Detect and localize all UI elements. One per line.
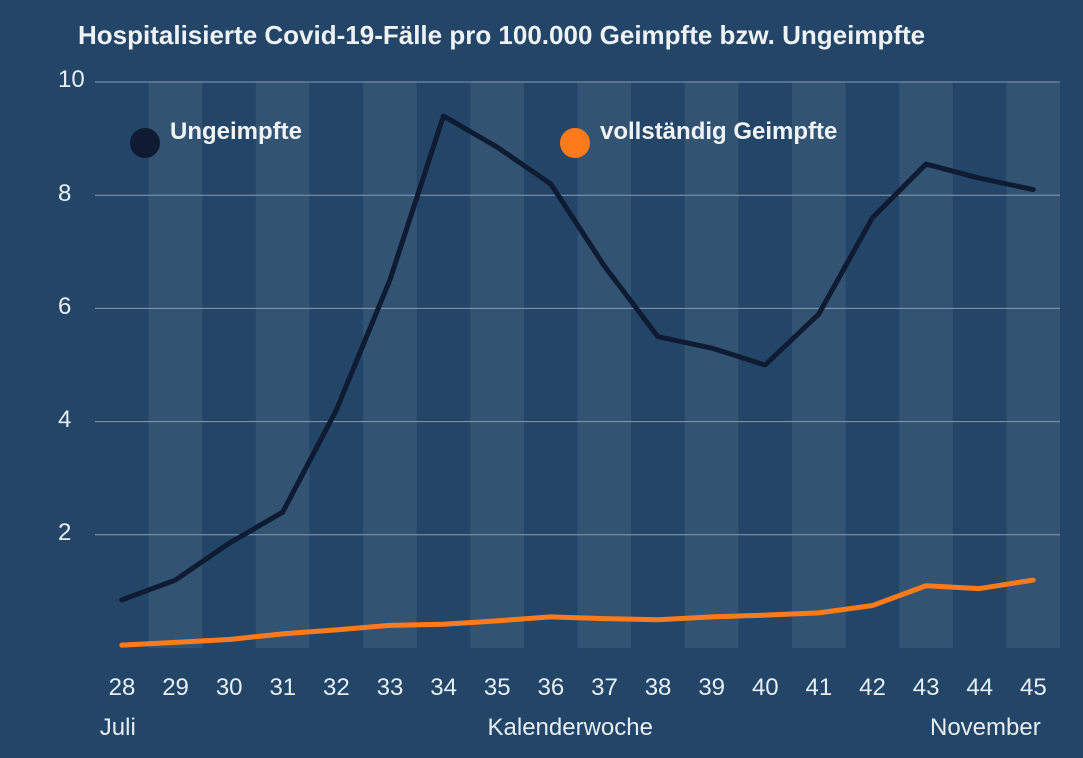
- x-tick-label: 30: [216, 674, 243, 702]
- chart-svg: [0, 0, 1083, 758]
- x-tick-label: 39: [698, 674, 725, 702]
- legend-label: Ungeimpfte: [170, 118, 302, 146]
- y-tick-label: 2: [58, 519, 71, 547]
- x-sub-right: November: [930, 714, 1041, 742]
- x-band: [470, 82, 524, 648]
- x-band: [524, 82, 578, 648]
- legend-swatch: [560, 128, 590, 158]
- x-band: [95, 82, 149, 648]
- x-band: [578, 82, 632, 648]
- x-band: [256, 82, 310, 648]
- x-tick-label: 36: [537, 674, 564, 702]
- x-band: [1006, 82, 1060, 648]
- x-tick-label: 33: [377, 674, 404, 702]
- x-sub-left: Juli: [100, 714, 136, 742]
- y-tick-label: 10: [58, 66, 85, 94]
- x-tick-label: 28: [109, 674, 136, 702]
- x-tick-label: 35: [484, 674, 511, 702]
- x-tick-label: 40: [752, 674, 779, 702]
- x-band: [363, 82, 417, 648]
- x-tick-label: 44: [966, 674, 993, 702]
- legend-label: vollständig Geimpfte: [600, 118, 837, 146]
- y-tick-label: 4: [58, 406, 71, 434]
- x-tick-label: 31: [269, 674, 296, 702]
- x-tick-label: 45: [1020, 674, 1047, 702]
- x-band: [202, 82, 256, 648]
- x-tick-label: 34: [430, 674, 457, 702]
- x-band: [846, 82, 900, 648]
- x-band: [953, 82, 1007, 648]
- x-band: [631, 82, 685, 648]
- x-band: [792, 82, 846, 648]
- y-tick-label: 6: [58, 293, 71, 321]
- x-tick-label: 37: [591, 674, 618, 702]
- x-tick-label: 32: [323, 674, 350, 702]
- covid-hospitalization-chart: Hospitalisierte Covid-19-Fälle pro 100.0…: [0, 0, 1083, 758]
- x-tick-label: 38: [645, 674, 672, 702]
- x-tick-label: 43: [913, 674, 940, 702]
- x-tick-label: 42: [859, 674, 886, 702]
- x-band: [685, 82, 739, 648]
- x-tick-label: 29: [162, 674, 189, 702]
- x-tick-label: 41: [806, 674, 833, 702]
- legend-swatch: [130, 128, 160, 158]
- x-axis-title: Kalenderwoche: [488, 714, 653, 742]
- x-band: [149, 82, 203, 648]
- chart-title: Hospitalisierte Covid-19-Fälle pro 100.0…: [78, 20, 925, 51]
- y-tick-label: 8: [58, 180, 71, 208]
